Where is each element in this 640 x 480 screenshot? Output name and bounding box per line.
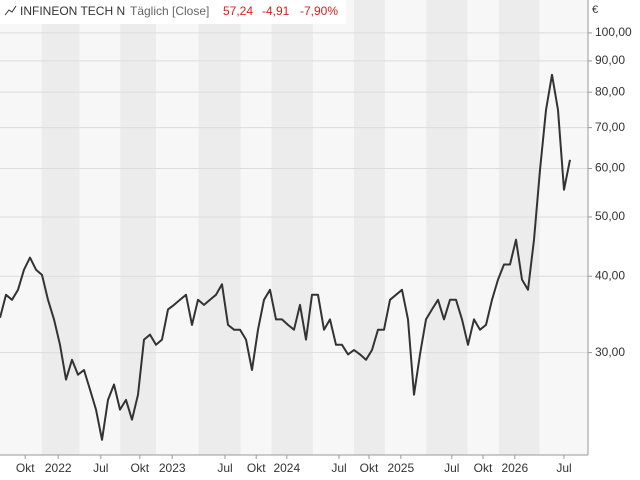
y-tick-label: 40,00	[595, 268, 625, 282]
x-tick-label: Okt	[360, 461, 379, 475]
price-line	[0, 73, 571, 441]
x-tick-label: Okt	[130, 461, 149, 475]
y-tick-label: 70,00	[595, 120, 625, 134]
x-tick-label: Okt	[247, 461, 266, 475]
change-pct: -7,90%	[300, 4, 338, 18]
chart-title: INFINEON TECH N	[20, 4, 125, 18]
y-tick-label: 100,00	[595, 25, 632, 39]
x-tick-label: Jul	[444, 461, 459, 475]
x-tick-label: Jul	[556, 461, 571, 475]
x-tick-label: Jul	[93, 461, 108, 475]
x-tick-label: 2026	[501, 461, 528, 475]
chart-subtitle: Täglich [Close]	[130, 4, 209, 18]
y-tick-label: 60,00	[595, 161, 625, 175]
x-tick-label: 2023	[159, 461, 186, 475]
unit-label: €	[592, 4, 598, 16]
x-tick-label: Okt	[16, 461, 35, 475]
line-icon	[4, 5, 17, 16]
y-tick-label: 50,00	[595, 209, 625, 223]
band	[426, 0, 468, 455]
band	[354, 0, 385, 455]
band	[41, 0, 80, 455]
x-tick-label: Jul	[217, 461, 232, 475]
x-tick-label: Jul	[331, 461, 346, 475]
plot	[0, 73, 571, 441]
y-tick-label: 30,00	[595, 345, 625, 359]
x-tick-label: 2024	[273, 461, 300, 475]
background	[41, 0, 540, 455]
x-tick-label: 2025	[387, 461, 414, 475]
last-price: 57,24	[223, 4, 253, 18]
change: -4,91	[262, 4, 290, 18]
band	[271, 0, 313, 455]
band	[198, 0, 241, 455]
band	[120, 0, 156, 455]
x-tick-label: 2022	[45, 461, 72, 475]
header-box	[0, 0, 346, 24]
y-tick-label: 90,00	[595, 53, 625, 67]
grid	[0, 32, 592, 459]
y-tick-label: 80,00	[595, 84, 625, 98]
x-tick-label: Okt	[474, 461, 493, 475]
band	[498, 0, 540, 455]
